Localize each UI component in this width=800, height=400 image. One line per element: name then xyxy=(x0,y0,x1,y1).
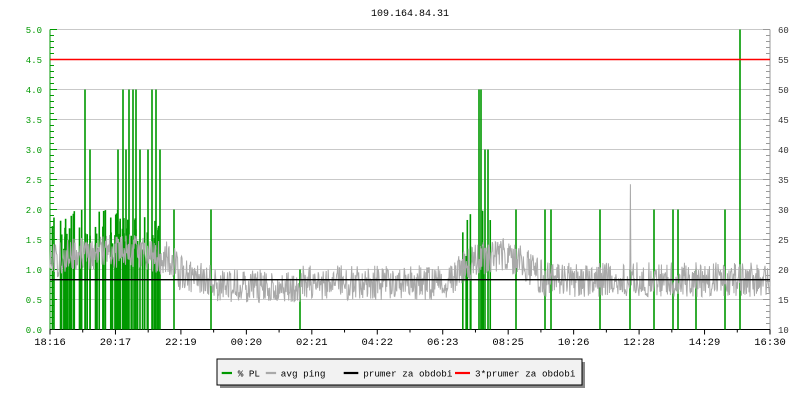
svg-text:40: 40 xyxy=(778,146,789,156)
svg-text:14:29: 14:29 xyxy=(689,337,721,349)
svg-text:20: 20 xyxy=(778,266,789,276)
svg-text:06:23: 06:23 xyxy=(427,337,459,349)
svg-text:prumer za obdobi: prumer za obdobi xyxy=(363,368,453,379)
svg-text:00:20: 00:20 xyxy=(231,337,263,349)
svg-text:3*prumer za obdobi: 3*prumer za obdobi xyxy=(475,368,576,379)
svg-text:30: 30 xyxy=(778,206,789,216)
svg-text:2.0: 2.0 xyxy=(26,206,42,216)
svg-text:10: 10 xyxy=(778,326,789,336)
svg-text:109.164.84.31: 109.164.84.31 xyxy=(371,9,449,20)
svg-text:08:25: 08:25 xyxy=(492,337,524,349)
svg-text:4.0: 4.0 xyxy=(26,86,42,96)
svg-text:0.5: 0.5 xyxy=(26,296,42,306)
svg-text:02:21: 02:21 xyxy=(296,337,328,349)
svg-text:1.5: 1.5 xyxy=(26,236,42,246)
svg-text:22:19: 22:19 xyxy=(165,337,197,349)
svg-text:5.0: 5.0 xyxy=(26,26,42,36)
svg-text:% PL: % PL xyxy=(238,368,260,379)
svg-text:3.5: 3.5 xyxy=(26,116,42,126)
svg-text:0.0: 0.0 xyxy=(26,326,42,336)
svg-text:18:16: 18:16 xyxy=(34,337,66,349)
svg-text:60: 60 xyxy=(778,26,789,36)
svg-text:20:17: 20:17 xyxy=(100,337,132,349)
svg-text:55: 55 xyxy=(778,56,789,66)
svg-text:25: 25 xyxy=(778,236,789,246)
svg-text:45: 45 xyxy=(778,116,789,126)
svg-text:1.0: 1.0 xyxy=(26,266,42,276)
svg-text:12:28: 12:28 xyxy=(623,337,655,349)
svg-text:16:30: 16:30 xyxy=(754,337,786,349)
svg-text:3.0: 3.0 xyxy=(26,146,42,156)
svg-text:2.5: 2.5 xyxy=(26,176,42,186)
svg-text:04:22: 04:22 xyxy=(362,337,394,349)
svg-text:15: 15 xyxy=(778,296,789,306)
svg-text:35: 35 xyxy=(778,176,789,186)
svg-text:50: 50 xyxy=(778,86,789,96)
svg-text:4.5: 4.5 xyxy=(26,56,42,66)
svg-text:avg ping: avg ping xyxy=(281,368,326,379)
svg-text:10:26: 10:26 xyxy=(558,337,590,349)
